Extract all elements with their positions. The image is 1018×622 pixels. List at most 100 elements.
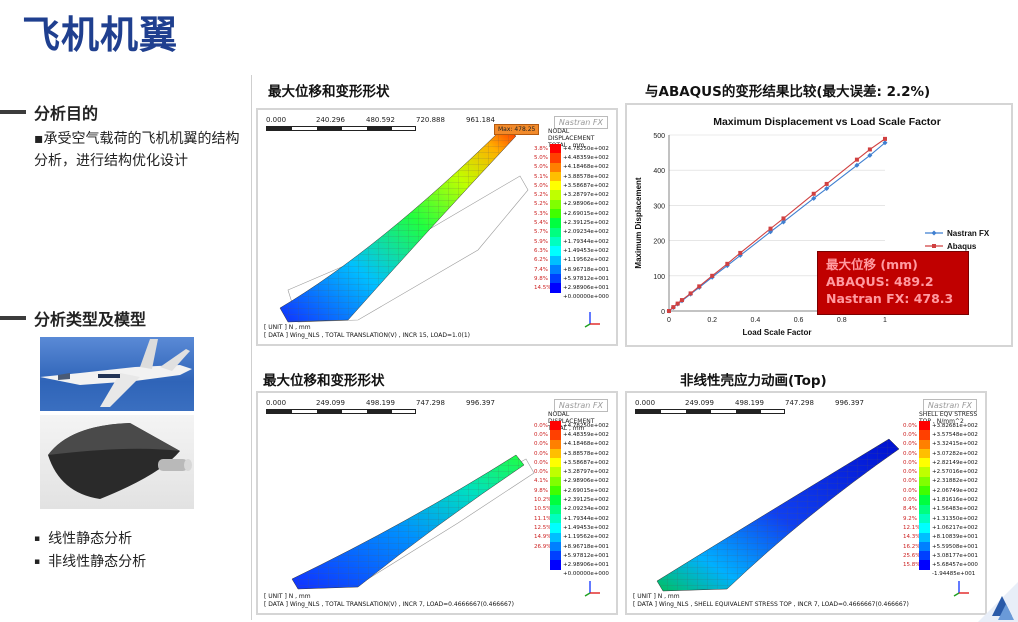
series-line — [668, 138, 886, 312]
legend-percent: 15.8% — [903, 562, 921, 569]
legend-value: +2.06749e+002 — [932, 487, 978, 494]
panel-title-top-right: 与ABAQUS的变形结果比较(最大误差: 2.2%) — [645, 84, 931, 100]
legend-swatch — [919, 439, 930, 449]
legend-percent: 0.0% — [534, 450, 548, 457]
scale-ruler: 0.000 249.099 498.199 747.298 996.397 — [266, 399, 516, 414]
legend-title: NODAL DISPLACEMENT TOTAL , mm — [548, 411, 595, 432]
legend-swatch — [919, 458, 930, 468]
legend-percent: 0.0% — [534, 422, 548, 429]
legend-row: 0.0% +1.81616e+002 — [903, 495, 985, 505]
legend-percent: 5.0% — [534, 164, 548, 171]
legend-swatch — [919, 467, 930, 477]
legend-value: +4.18468e+002 — [563, 164, 609, 171]
panel-title-bottom-left: 最大位移和变形形状 — [263, 373, 385, 389]
legend-percent: 0.0% — [534, 431, 548, 438]
nastran-brand: Nastran FX — [553, 399, 608, 412]
y-axis-label: Maximum Displacement — [634, 177, 643, 268]
legend-percent: 10.2% — [534, 497, 552, 504]
legend-swatch — [919, 476, 930, 487]
data-point — [867, 152, 873, 158]
color-legend: 0.0% +4.78250e+002 0.0% +4.48359e+002 0.0% +4… — [534, 421, 616, 579]
legend-row: +0.00000e+000 — [534, 570, 616, 579]
legend-row: 0.0% +3.07282e+002 — [903, 448, 985, 459]
legend-swatch — [550, 458, 561, 468]
legend-value: +3.08177e+001 — [932, 552, 978, 559]
legend-row: 26.9% +8.96718e+001 — [534, 541, 616, 552]
legend-percent: 5.0% — [534, 182, 548, 189]
legend-row: 6.3% +1.49453e+002 — [534, 246, 616, 256]
data-point — [781, 216, 786, 221]
legend-row: 0.0% +2.57016e+002 — [903, 467, 985, 477]
legend-value: +3.28797e+002 — [563, 192, 609, 199]
legend-row: 0.0% +2.06749e+002 — [903, 486, 985, 496]
legend-row: 14.9% +1.19562e+002 — [534, 532, 616, 542]
legend-value: +2.09234e+002 — [563, 229, 609, 236]
legend-value: +1.49453e+002 — [563, 524, 609, 531]
legend-row: 9.2% +1.31350e+002 — [903, 513, 985, 524]
legend-percent: 6.3% — [534, 247, 548, 254]
legend-percent: 9.2% — [903, 515, 917, 522]
legend-swatch — [550, 421, 561, 431]
legend-swatch — [919, 504, 930, 514]
legend-row: 0.0% +3.82681e+002 — [903, 421, 985, 431]
legend-value: +2.09234e+002 — [563, 506, 609, 513]
legend-row: 11.1% +1.79344e+002 — [534, 513, 616, 524]
legend-value: +5.97812e+001 — [563, 275, 609, 282]
ruler-tick: 498.199 — [735, 399, 764, 407]
panel-title-bottom-right: 非线性壳应力动画(Top) — [680, 373, 827, 389]
legend-percent: 14.3% — [903, 534, 921, 541]
legend-value: +8.10839e+001 — [932, 534, 978, 541]
legend-value: +4.18468e+002 — [563, 441, 609, 448]
legend-swatch — [550, 560, 561, 570]
legend-value: +3.82681e+002 — [932, 422, 978, 429]
legend-value: +1.56483e+002 — [932, 506, 978, 513]
legend-value: +3.57548e+002 — [932, 431, 978, 438]
chart-title: Maximum Displacement vs Load Scale Facto… — [713, 116, 941, 128]
legend-swatch — [919, 495, 930, 505]
legend-row: 5.1% +3.88578e+002 — [534, 171, 616, 182]
legend-swatch — [550, 541, 561, 552]
legend-value: +1.49453e+002 — [563, 247, 609, 254]
legend-swatch — [550, 274, 561, 284]
legend-title: SHELL EQV STRESS TOP , N/mm^2 — [919, 411, 978, 425]
legend-percent: 0.0% — [534, 459, 548, 466]
data-point — [882, 140, 888, 146]
legend-row: 5.0% +4.18468e+002 — [534, 162, 616, 172]
legend-percent: 10.5% — [534, 506, 552, 513]
stress-wing-plot — [656, 438, 900, 592]
legend-percent: 0.0% — [534, 469, 548, 476]
x-tick-label: 0.2 — [707, 317, 717, 324]
legend-row: 14.5% +2.98906e+001 — [534, 283, 616, 293]
corner-logo-icon — [978, 582, 1018, 622]
slide-title: 飞机机翼 — [22, 13, 179, 57]
summary-line: 最大位移 (mm) — [826, 257, 918, 272]
data-point — [867, 147, 872, 152]
x-tick-label: 0.8 — [837, 317, 847, 324]
legend-row: +2.98906e+001 — [534, 560, 616, 570]
data-point — [688, 291, 693, 296]
data-point — [738, 250, 743, 255]
legend-value: +3.88578e+002 — [563, 450, 609, 457]
legend-row: 16.2% +5.59508e+001 — [903, 541, 985, 552]
y-tick-label: 500 — [653, 133, 665, 140]
legend-swatch — [919, 448, 930, 459]
data-point — [811, 195, 817, 201]
legend-row: 4.1% +2.98906e+002 — [534, 476, 616, 487]
legend-value: +5.59508e+001 — [932, 543, 978, 550]
legend-marker — [931, 230, 937, 236]
y-tick-label: 200 — [653, 239, 665, 246]
panel-footer: [ UNIT ] N , mm[ DATA ] Wing_NLS , TOTAL… — [264, 593, 514, 608]
legend-percent: 9.8% — [534, 487, 548, 494]
legend-row: 10.5% +2.09234e+002 — [534, 504, 616, 514]
legend-swatch — [550, 439, 561, 449]
legend-value: +2.31882e+002 — [932, 478, 978, 485]
divider — [251, 75, 252, 620]
max-label: Max: 478.25 — [494, 124, 540, 135]
legend-title: NODAL DISPLACEMENT TOTAL , mm — [548, 128, 595, 149]
legend-swatch — [550, 181, 561, 191]
axis-triad-icon — [584, 581, 600, 597]
legend-value: +8.96718e+001 — [563, 543, 609, 550]
color-legend: 0.0% +3.82681e+002 0.0% +3.57548e+002 0.0% +3… — [903, 421, 985, 579]
legend-percent: 5.1% — [534, 173, 548, 180]
legend-percent: 0.0% — [903, 450, 917, 457]
